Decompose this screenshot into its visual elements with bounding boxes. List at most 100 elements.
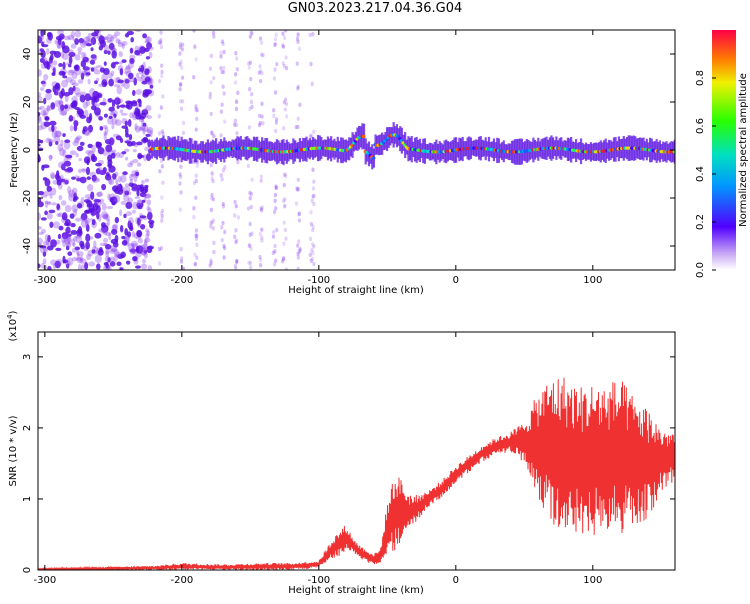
spectrogram-noise-speck — [114, 251, 122, 257]
spectrogram-noise-speck — [96, 191, 103, 197]
spectrogram-streak-speck — [179, 106, 184, 112]
spectrogram-noise-speck — [67, 69, 75, 76]
spectrogram-noise-speck — [84, 209, 90, 214]
spectrogram-noise-speck — [72, 197, 77, 202]
spectrogram-noise-speck — [141, 124, 149, 132]
spectrogram-noise-speck — [119, 68, 124, 76]
spectrogram-noise-speck — [147, 139, 152, 148]
spectrogram-noise-speck — [103, 44, 110, 53]
spectrogram-noise-speck — [131, 185, 138, 193]
spectrogram-noise-speck — [93, 69, 101, 75]
spectrogram-noise-speck — [110, 152, 116, 159]
spectrogram-streak-speck — [281, 31, 285, 36]
spectrogram-noise-speck — [137, 98, 142, 103]
spectrogram-noise-speck — [49, 221, 54, 228]
spectrogram-noise-speck — [63, 91, 71, 97]
spectrogram-noise-speck — [51, 72, 56, 76]
spectrogram-streak-speck — [247, 125, 251, 130]
spectrogram-noise-speck — [81, 168, 86, 172]
spectrogram-noise-speck — [137, 154, 145, 159]
spectrogram-streak-speck — [235, 258, 239, 264]
spectrogram-noise-speck — [109, 261, 116, 267]
spectrogram-noise-speck — [89, 59, 96, 65]
spectrogram-noise-speck — [38, 47, 45, 56]
spectrogram-streak-speck — [283, 107, 287, 112]
spectrogram-noise-speck — [79, 141, 85, 146]
spectrogram-streak-speck — [272, 76, 277, 81]
spectrogram-streak-speck — [159, 105, 163, 110]
spectrogram-noise-speck — [57, 30, 64, 36]
spectrogram-x-axis: -300 -200 -100 0 100 — [33, 30, 602, 286]
spectrogram-noise-speck — [91, 176, 99, 184]
spectrogram-noise-speck — [48, 209, 56, 214]
spectrogram-streak-speck — [159, 44, 163, 50]
spectrogram-noise-speck — [140, 247, 148, 256]
spectrogram-noise-speck — [147, 207, 152, 215]
spectrogram-streak-speck — [260, 205, 265, 210]
spectrogram-streak-speck — [159, 211, 164, 216]
spectrogram-streak-speck — [261, 53, 265, 58]
spectrogram-noise-speck — [135, 245, 140, 254]
spectrogram-streak-speck — [234, 72, 238, 77]
spectrogram-streak-speck — [248, 260, 253, 266]
spectrogram-streak-speck — [208, 95, 212, 100]
snr-panel: -300 -200 -100 0 100 0 1 2 3 Height of straight… — [6, 310, 676, 596]
spectrogram-noise-speck — [125, 100, 133, 105]
spectrogram-noise-speck — [83, 109, 89, 119]
spectrogram-streak-speck — [208, 263, 212, 268]
spectrogram-streak-speck — [211, 178, 215, 184]
spectrogram-streak-speck — [180, 75, 185, 80]
spectrogram-noise-speck — [143, 240, 148, 249]
spectrogram-streak-speck — [235, 131, 239, 136]
spectrogram-noise-speck — [75, 235, 83, 244]
spectrogram-noise-speck — [111, 149, 117, 153]
spectrogram-noise-speck — [144, 193, 152, 199]
spectrogram-noise-speck — [52, 85, 57, 93]
spectrogram-streak-speck — [284, 236, 288, 241]
spectrogram-noise-speck — [44, 116, 50, 121]
spectrogram-streak-speck — [161, 180, 165, 186]
spectrogram-noise-speck — [141, 109, 149, 116]
spectrogram-noise-speck — [38, 116, 42, 124]
spectrogram-noise-speck — [55, 89, 62, 97]
spectrogram-noise-speck — [102, 81, 108, 86]
spectrogram-noise-speck — [85, 43, 92, 47]
spectrogram-streak-speck — [260, 207, 264, 213]
spectrogram-noise-speck — [117, 39, 122, 45]
spectrogram-noise-speck — [95, 205, 101, 214]
spectrogram-noise-speck — [43, 73, 49, 81]
spectrogram-streak-speck — [160, 208, 165, 214]
spectrogram-noise-speck — [146, 230, 150, 237]
spectrogram-streak-speck — [296, 84, 300, 90]
spectrogram-noise-speck — [70, 230, 78, 235]
spectrogram-noise-speck — [73, 192, 77, 199]
spectrogram-noise-speck — [59, 110, 67, 116]
spectrogram-noise-speck — [122, 171, 128, 176]
spectrogram-streak-speck — [211, 218, 216, 223]
spectrogram-noise-speck — [146, 156, 152, 162]
spectrogram-noise-speck — [102, 149, 109, 156]
figure-title: GN03.2023.217.04.36.G04 — [287, 1, 463, 16]
snr-x-tick-label: -200 — [170, 575, 193, 586]
spectrogram-streak-speck — [222, 255, 226, 260]
spectrogram-noise-speck — [73, 236, 77, 242]
spectrogram-noise-speck — [147, 265, 153, 270]
spectrogram-noise-speck — [47, 265, 52, 270]
spectrogram-noise-speck — [47, 138, 53, 143]
spectrogram-noise-speck — [75, 135, 83, 140]
spectrogram-noise-speck — [138, 127, 144, 132]
spectrogram-streak-speck — [312, 244, 316, 249]
spectrogram-noise-speck — [64, 94, 69, 103]
spectrogram-noise-speck — [130, 240, 139, 248]
spectrogram-noise-speck — [129, 179, 133, 184]
spectrogram-noise-speck — [71, 204, 79, 213]
spectrogram-noise-speck — [108, 78, 114, 87]
spectrogram-noise-speck — [96, 141, 102, 148]
spectrogram-noise-speck — [74, 54, 81, 61]
spectrogram-streak-speck — [193, 44, 197, 49]
spectrogram-streak-speck — [233, 122, 237, 127]
spectrogram-noise-speck — [47, 32, 53, 41]
spectrogram-noise-speck — [62, 75, 68, 79]
spectrogram-streak-speck — [222, 243, 226, 249]
spectrogram-noise-speck — [143, 154, 147, 162]
